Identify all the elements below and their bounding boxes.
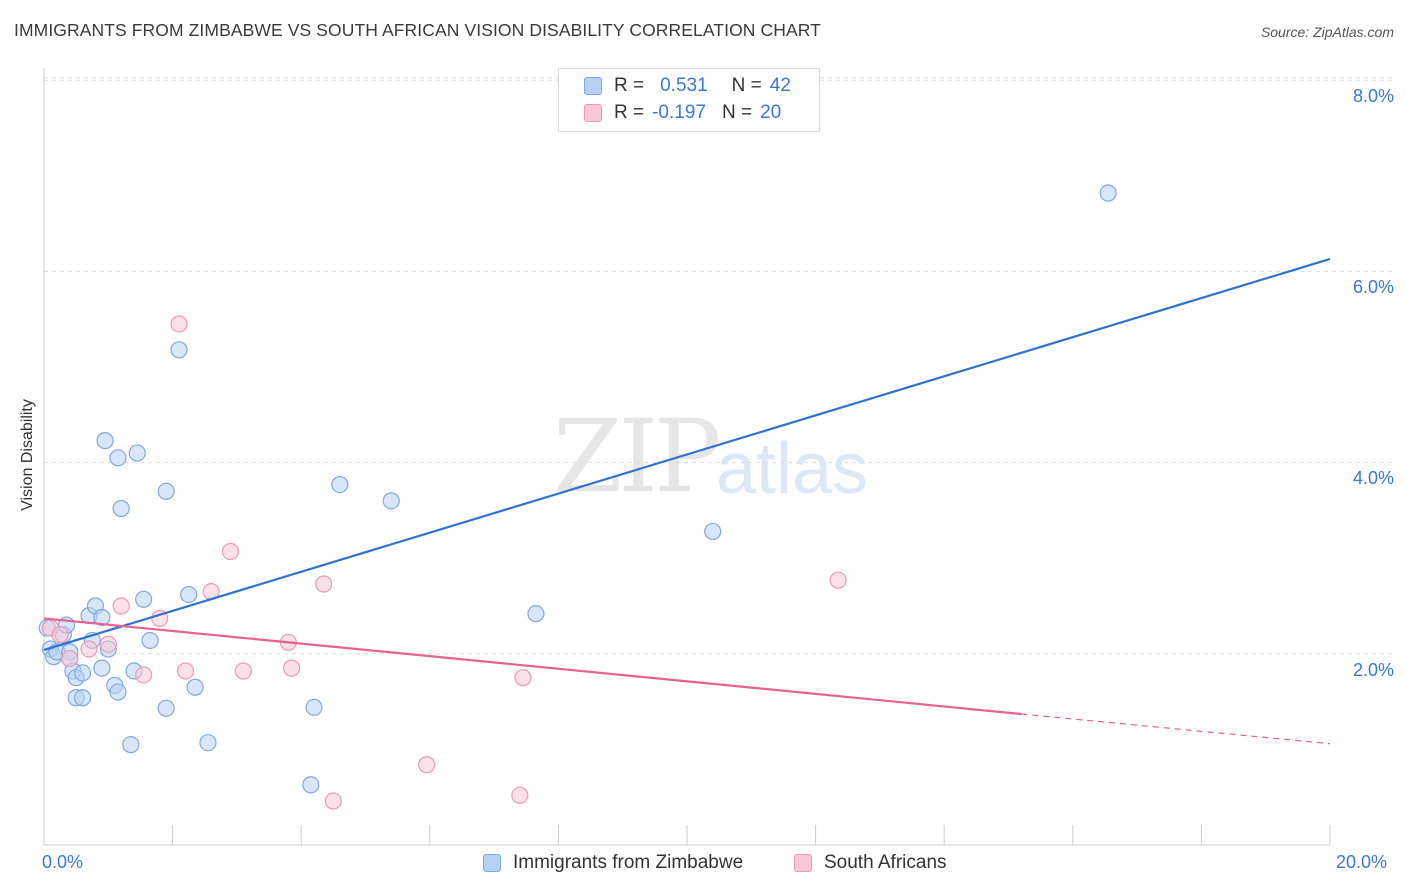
point-zimbabwe bbox=[93, 608, 111, 627]
point-zimbabwe bbox=[157, 699, 175, 717]
point-south-african bbox=[176, 662, 195, 680]
point-zimbabwe bbox=[704, 522, 722, 541]
point-south-african bbox=[324, 792, 342, 810]
r-value: -0.197 bbox=[652, 102, 706, 123]
point-south-african bbox=[514, 669, 532, 687]
legend-swatch-blue bbox=[483, 854, 501, 872]
point-south-african bbox=[51, 626, 69, 644]
point-zimbabwe bbox=[73, 664, 92, 682]
point-south-african bbox=[417, 756, 436, 774]
point-zimbabwe bbox=[1099, 184, 1117, 202]
point-zimbabwe bbox=[382, 492, 400, 510]
n-value: 42 bbox=[769, 75, 791, 96]
point-zimbabwe bbox=[128, 444, 146, 462]
legend-swatch-pink bbox=[794, 854, 812, 872]
point-south-african bbox=[61, 649, 79, 668]
point-south-african bbox=[221, 542, 240, 561]
point-zimbabwe bbox=[527, 605, 545, 623]
point-south-african bbox=[829, 571, 847, 589]
point-south-african bbox=[135, 666, 153, 684]
point-zimbabwe bbox=[331, 475, 349, 494]
point-zimbabwe bbox=[170, 341, 188, 359]
point-zimbabwe bbox=[141, 631, 159, 650]
point-zimbabwe bbox=[302, 776, 320, 794]
y-tick-6: 6.0% bbox=[1352, 277, 1394, 297]
point-south-african bbox=[170, 315, 188, 333]
point-south-african bbox=[99, 635, 117, 653]
legend-swatch-pink bbox=[584, 104, 602, 122]
point-zimbabwe bbox=[135, 590, 153, 608]
trendline-south-african bbox=[43, 617, 1022, 716]
point-south-african bbox=[511, 786, 529, 804]
point-south-african bbox=[80, 640, 98, 658]
series-legend: Immigrants from Zimbabwe South Africans bbox=[0, 852, 1406, 878]
watermark-zip: ZIP bbox=[553, 398, 721, 515]
n-label: N = bbox=[721, 102, 753, 123]
correlation-legend: R = 0.531 N = 42 R = -0.197 N = 20 bbox=[558, 68, 820, 132]
trendline-south-african-extension bbox=[1021, 713, 1331, 745]
point-south-african bbox=[282, 659, 301, 677]
point-south-african bbox=[315, 575, 333, 593]
point-zimbabwe bbox=[157, 482, 175, 500]
point-south-african bbox=[112, 597, 130, 615]
chart-title: IMMIGRANTS FROM ZIMBABWE VS SOUTH AFRICA… bbox=[14, 20, 821, 40]
r-label: R = bbox=[614, 102, 645, 123]
point-zimbabwe bbox=[96, 432, 114, 450]
point-zimbabwe bbox=[109, 449, 127, 467]
legend-row-zimbabwe: R = 0.531 N = 42 bbox=[584, 74, 791, 98]
legend-label-zimbabwe: Immigrants from Zimbabwe bbox=[513, 852, 744, 873]
point-zimbabwe bbox=[93, 659, 111, 677]
point-zimbabwe bbox=[186, 678, 204, 696]
r-label: R = bbox=[614, 75, 645, 96]
y-tick-8: 8.0% bbox=[1352, 86, 1394, 106]
x-tick-min: 0.0% bbox=[42, 852, 84, 872]
legend-item-zimbabwe: Immigrants from Zimbabwe bbox=[483, 852, 743, 874]
point-zimbabwe bbox=[112, 499, 130, 518]
legend-item-south-africans: South Africans bbox=[794, 852, 947, 874]
point-zimbabwe bbox=[109, 683, 127, 701]
point-zimbabwe bbox=[305, 698, 323, 716]
legend-label-south-africans: South Africans bbox=[824, 852, 947, 873]
trendline-zimbabwe bbox=[43, 257, 1331, 652]
x-tick-max: 20.0% bbox=[1336, 852, 1388, 872]
legend-row-south-african: R = -0.197 N = 20 bbox=[584, 101, 781, 125]
point-south-african bbox=[234, 662, 252, 680]
y-tick-2: 2.0% bbox=[1352, 660, 1394, 680]
watermark-atlas: atlas bbox=[716, 429, 869, 509]
legend-swatch-blue bbox=[584, 77, 602, 95]
y-tick-4: 4.0% bbox=[1352, 468, 1394, 488]
point-zimbabwe bbox=[122, 736, 140, 754]
n-value: 20 bbox=[760, 102, 782, 123]
point-zimbabwe bbox=[73, 689, 92, 707]
source-credit: Source: ZipAtlas.com bbox=[1260, 24, 1394, 40]
r-value: 0.531 bbox=[660, 75, 708, 96]
point-zimbabwe bbox=[199, 734, 217, 752]
point-zimbabwe bbox=[180, 585, 198, 604]
n-label: N = bbox=[731, 75, 762, 96]
